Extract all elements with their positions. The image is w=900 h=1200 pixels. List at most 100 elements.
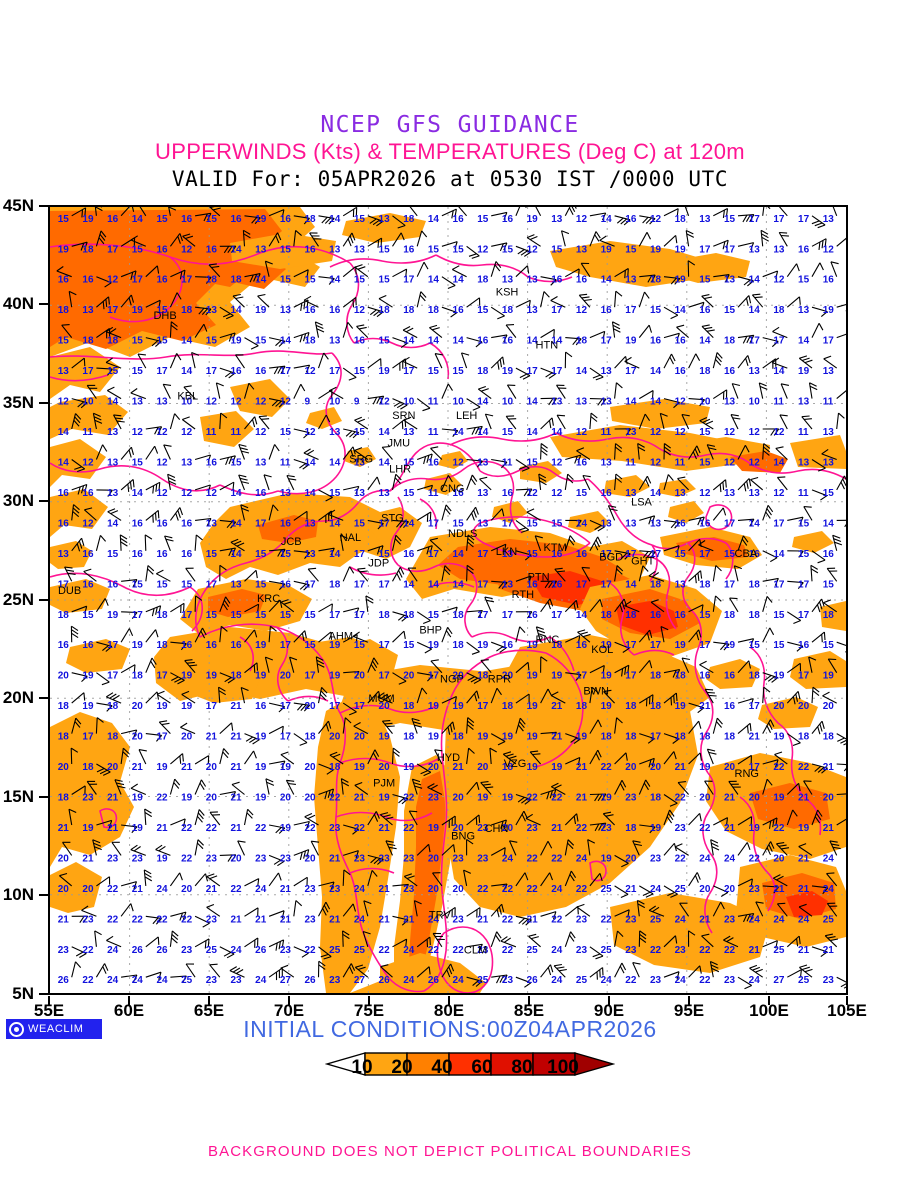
wind-barb-feather [447,726,451,735]
wind-barb-feather [799,355,808,359]
wind-barb-feather [132,579,138,587]
wind-barb-feather [509,840,518,843]
wind-barb-feather [554,784,562,789]
temperature-value: 17 [502,610,514,621]
temperature-value: 22 [453,945,465,956]
wind-barb-shaft [145,481,161,491]
wind-barb-feather [674,522,681,529]
wind-barb-shaft [71,207,86,217]
wind-barb-shaft [94,930,97,947]
wind-speed-colorbar[interactable] [325,1050,615,1082]
temperature-value: 21 [132,762,144,773]
wind-barb-shaft [729,597,739,613]
wind-barb-feather [351,232,356,241]
wind-barb-shaft [264,656,270,673]
temperature-value: 18 [749,610,761,621]
wind-barb-feather [556,966,565,969]
temperature-value: 13 [749,488,761,499]
wind-barb-shaft [441,428,458,432]
wind-barb-feather [517,249,525,255]
temperature-value: 17 [206,579,218,590]
temperature-value: 17 [601,579,613,590]
wind-barb-shaft [811,631,825,643]
wind-barb-shaft [61,324,73,338]
temperature-value: 19 [428,823,440,834]
wind-barb-feather [73,419,80,427]
temperature-value: 21 [107,793,119,804]
temperature-value: 18 [650,701,662,712]
wind-barb-shaft [560,230,566,247]
wind-barb-shaft [170,602,185,613]
wind-barb-shaft [550,300,566,308]
wind-barb-feather [243,233,251,239]
wind-barb-feather [423,261,429,270]
wind-barb-feather [128,297,132,306]
wind-barb-feather [232,482,235,491]
temperature-value: 18 [798,732,810,743]
wind-barb-feather [568,538,575,546]
wind-barb-shaft [564,599,577,613]
y-tick-label: 10N [2,885,34,904]
wind-barb-shaft [265,778,270,795]
wind-barb-feather [429,485,434,493]
wind-barb-feather [602,665,605,674]
colorbar-tick: 100 [547,1057,579,1078]
wind-barb-shaft [145,509,159,521]
wind-barb-shaft [121,974,137,978]
wind-barb-feather [822,691,830,697]
wind-barb-shaft [169,292,178,308]
wind-barb-shaft [268,209,285,217]
wind-barb-feather [705,688,714,691]
wind-barb-feather [377,239,380,248]
wind-barb-shaft [564,839,569,856]
wind-barb-feather [84,606,88,614]
wind-barb-feather [471,474,478,482]
wind-barb-feather [614,446,622,453]
wind-barb-shaft [367,237,382,247]
wind-barb-feather [699,416,708,422]
temperature-value: 18 [724,610,736,621]
temperature-value: 11 [798,427,809,438]
temperature-value: 21 [230,762,242,773]
map-plot-area[interactable]: 26 22 24 24 24 25 23 23 24 27 26 23 27 26 24 26 24 25 23 26… [48,205,848,995]
temperature-value: 21 [798,945,810,956]
wind-barb-feather [104,282,112,288]
wind-barb-shaft [688,353,697,369]
wind-barb-feather [179,755,182,764]
temperature-value: 19 [329,640,341,651]
wind-barb-shaft [71,398,88,404]
temperature-value: 13 [82,305,94,316]
wind-barb-feather [347,321,354,329]
wind-barb-shaft [342,232,353,247]
wind-barb-shaft [68,809,73,826]
wind-barb-feather [195,595,203,601]
wind-barb-feather [83,242,88,250]
wind-barb-shaft [317,687,323,704]
temperature-value: 13 [502,275,514,286]
wind-barb-feather [179,233,184,242]
wind-barb-feather [808,656,817,661]
wind-barb-feather [706,691,715,694]
temperature-value: 19 [551,762,563,773]
wind-barb-feather [107,489,113,497]
temperature-value: 23 [749,884,761,895]
temperature-value: 16 [304,244,316,255]
temperature-value: 21 [230,732,242,743]
wind-barb-feather [130,783,138,789]
wind-barb-feather [759,382,767,387]
wind-barb-shaft [677,478,689,491]
wind-barb-feather [597,719,602,728]
wind-barb-feather [748,660,752,669]
x-tick-label: 75E [353,1001,385,1020]
wind-barb-feather [561,230,570,235]
wind-barb-feather [616,568,623,575]
wind-barb-feather [357,418,366,423]
wind-barb-shaft [362,931,369,947]
temperature-value: 13 [724,275,736,286]
colorbar-tick-labels: 10 20 40 60 80 100 [300,1057,640,1081]
wind-barb-feather [371,870,378,877]
wind-barb-feather [64,566,73,569]
weaclim-logo[interactable]: WEACLIM [6,1019,102,1039]
wind-barb-shaft [466,641,480,653]
temperature-value: 15 [428,366,440,377]
